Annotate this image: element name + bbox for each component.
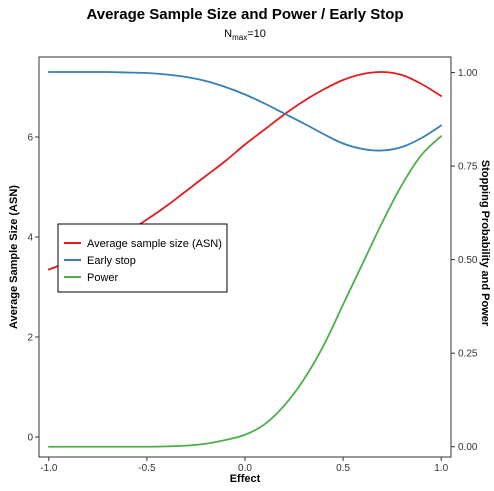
- y-right-axis: 0.00 0.25 0.50 0.75 1.00: [451, 68, 478, 453]
- subtitle-rest: =10: [247, 28, 266, 40]
- x-axis: -1.0 -0.5 0.0 0.5 1.0: [40, 457, 449, 474]
- y-left-tick-label: 6: [27, 133, 33, 144]
- series-line-2: [47, 71, 443, 152]
- y-right-tick-label: 0.00: [458, 442, 478, 453]
- x-tick-label: 0.5: [336, 463, 350, 474]
- subtitle-main: N: [224, 28, 232, 40]
- x-tick-label: -1.0: [40, 463, 58, 474]
- x-tick-label: 0.0: [238, 463, 252, 474]
- legend-box: [57, 223, 228, 293]
- y-right-tick-label: 0.75: [458, 162, 478, 173]
- y-right-tick-label: 1.00: [458, 68, 478, 79]
- chart-subtitle: Nmax=10: [224, 28, 266, 42]
- y-left-axis: 0 2 4 6: [27, 133, 39, 444]
- y-right-tick-label: 0.50: [458, 255, 478, 266]
- chart-title: Average Sample Size and Power / Early St…: [86, 6, 403, 23]
- legend-label-2: Early stop: [87, 255, 136, 267]
- y-right-axis-title: Stopping Probability and Power: [479, 160, 491, 327]
- y-right-tick-label: 0.25: [458, 349, 478, 360]
- legend-label-1: Average sample size (ASN): [87, 238, 222, 250]
- series-line-3: [47, 135, 443, 448]
- y-left-tick-label: 2: [27, 333, 33, 344]
- x-axis-title: Effect: [230, 473, 261, 485]
- y-left-axis-title: Average Sample Size (ASN): [8, 185, 20, 329]
- x-tick-label: -0.5: [138, 463, 156, 474]
- y-left-tick-label: 0: [27, 433, 33, 444]
- y-left-tick-label: 4: [27, 233, 33, 244]
- legend: Average sample size (ASN) Early stop Power: [57, 223, 228, 293]
- subtitle-subscript: max: [232, 33, 247, 42]
- legend-label-3: Power: [87, 272, 119, 284]
- x-tick-label: 1.0: [434, 463, 448, 474]
